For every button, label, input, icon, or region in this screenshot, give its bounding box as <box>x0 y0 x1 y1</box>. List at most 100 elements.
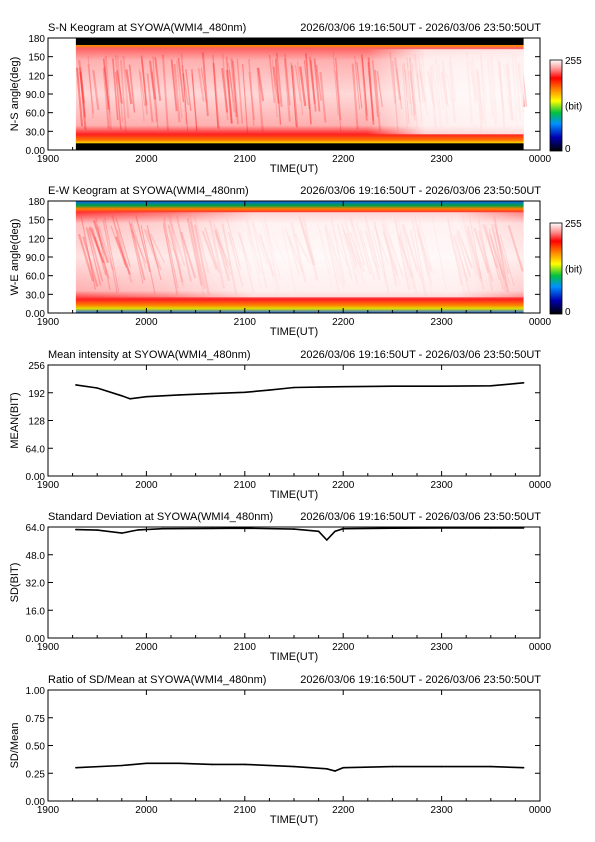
panel-4: Standard Deviation at SYOWA(WMI4_480nm) 2… <box>9 511 552 663</box>
colorbar-unit-label: (bit) <box>565 265 582 276</box>
y-tick-label: 30.0 <box>26 127 46 138</box>
y-tick-label: 256 <box>28 361 45 372</box>
data-point <box>293 528 295 530</box>
data-point <box>145 762 148 765</box>
panel-period: 2026/03/06 19:16:50UT - 2026/03/06 23:50… <box>300 185 541 197</box>
x-tick-label: 1900 <box>37 154 60 165</box>
panel-period: 2026/03/06 19:16:50UT - 2026/03/06 23:50… <box>300 511 541 523</box>
data-point <box>96 387 98 389</box>
data-point <box>342 527 345 530</box>
data-line <box>75 527 524 542</box>
data-point <box>96 529 98 531</box>
x-tick-label: 2100 <box>234 317 257 328</box>
panel-period: 2026/03/06 19:16:50UT - 2026/03/06 23:50… <box>300 674 541 686</box>
x-tick-label: 2200 <box>332 480 355 491</box>
data-point <box>268 389 271 391</box>
data-point <box>137 529 139 531</box>
panel-5: Ratio of SD/Mean at SYOWA(WMI4_480nm) 202… <box>9 674 552 826</box>
x-axis-label: TIME(UT) <box>270 814 318 826</box>
data-point <box>391 765 394 768</box>
y-tick-label: 60.0 <box>26 109 46 120</box>
data-point <box>317 530 320 533</box>
data-point <box>75 766 77 769</box>
data-point <box>334 770 336 772</box>
data-point <box>490 527 492 529</box>
x-axis-label: TIME(UT) <box>270 651 318 663</box>
data-point <box>440 385 443 388</box>
x-tick-label: 2200 <box>332 154 355 165</box>
y-tick-label: 128 <box>28 417 45 428</box>
data-point <box>490 385 492 387</box>
y-axis-label: SD/Mean <box>9 723 21 769</box>
y-tick-label: 90.0 <box>26 253 46 264</box>
data-line <box>75 762 524 772</box>
y-tick-label: 0.25 <box>26 769 46 780</box>
x-axis-label: TIME(UT) <box>270 163 318 175</box>
x-tick-label: 2300 <box>430 480 453 491</box>
data-point <box>244 763 246 766</box>
x-axis-label: TIME(UT) <box>270 326 318 338</box>
data-point <box>522 382 525 384</box>
x-tick-label: 2200 <box>332 642 355 653</box>
y-tick-label: 1.00 <box>26 686 46 697</box>
x-tick-label: 2000 <box>135 480 158 491</box>
x-tick-label: 0000 <box>529 480 552 491</box>
data-point <box>129 398 131 400</box>
x-tick-label: 2200 <box>332 805 355 816</box>
plot-frame <box>47 364 541 477</box>
data-point <box>162 527 164 530</box>
x-tick-label: 0000 <box>529 805 552 816</box>
x-tick-label: 0000 <box>529 642 552 653</box>
y-tick-label: 48.0 <box>26 551 46 562</box>
panel-3: Mean intensity at SYOWA(WMI4_480nm) 2026/… <box>9 349 552 501</box>
data-point <box>211 392 213 395</box>
y-axis-label: N-S angle(deg) <box>9 57 21 132</box>
keogram-fade <box>75 49 524 135</box>
x-tick-label: 2000 <box>135 317 158 328</box>
colorbar-max-label: 255 <box>565 219 582 230</box>
colorbar-min-label: 0 <box>565 144 571 155</box>
colorbar <box>549 59 563 152</box>
panel-title: S-N Keogram at SYOWA(WMI4_480nm) <box>48 22 246 34</box>
y-axis-label: SD(BIT) <box>9 563 21 603</box>
x-tick-label: 0000 <box>529 154 552 165</box>
data-point <box>342 385 345 388</box>
y-tick-label: 64.0 <box>26 444 46 455</box>
y-tick-label: 0.00 <box>26 634 46 645</box>
panel-title: E-W Keogram at SYOWA(WMI4_480nm) <box>48 185 249 197</box>
data-point <box>121 532 123 534</box>
y-tick-label: 150 <box>28 216 45 227</box>
data-point <box>244 527 246 529</box>
y-tick-label: 0.00 <box>26 797 46 808</box>
y-tick-label: 0.00 <box>26 472 46 483</box>
x-tick-label: 2300 <box>430 317 453 328</box>
y-tick-label: 192 <box>28 389 45 400</box>
colorbar-unit-label: (bit) <box>565 102 582 113</box>
data-point <box>121 395 123 397</box>
x-tick-label: 0000 <box>529 317 552 328</box>
data-point <box>244 391 246 394</box>
y-axis-label: W-E angle(deg) <box>9 219 21 296</box>
x-tick-label: 2300 <box>430 642 453 653</box>
y-tick-label: 0.50 <box>26 742 46 753</box>
y-tick-label: 64.0 <box>26 523 46 534</box>
data-point <box>391 385 394 388</box>
colorbar-min-label: 0 <box>565 307 571 318</box>
data-point <box>178 762 180 765</box>
y-tick-label: 30.0 <box>26 290 46 301</box>
data-point <box>391 527 394 529</box>
x-tick-label: 2100 <box>234 154 257 165</box>
x-tick-label: 1900 <box>37 642 60 653</box>
panel-period: 2026/03/06 19:16:50UT - 2026/03/06 23:50… <box>300 22 541 34</box>
y-tick-label: 90.0 <box>26 90 46 101</box>
data-point <box>522 527 525 529</box>
x-tick-label: 2300 <box>430 154 453 165</box>
data-point <box>121 764 123 767</box>
data-point <box>317 386 320 388</box>
x-tick-label: 2100 <box>234 642 257 653</box>
keogram-fade <box>75 212 524 298</box>
colorbar-max-label: 255 <box>565 56 582 67</box>
y-tick-label: 16.0 <box>26 606 46 617</box>
y-tick-label: 180 <box>28 34 45 45</box>
